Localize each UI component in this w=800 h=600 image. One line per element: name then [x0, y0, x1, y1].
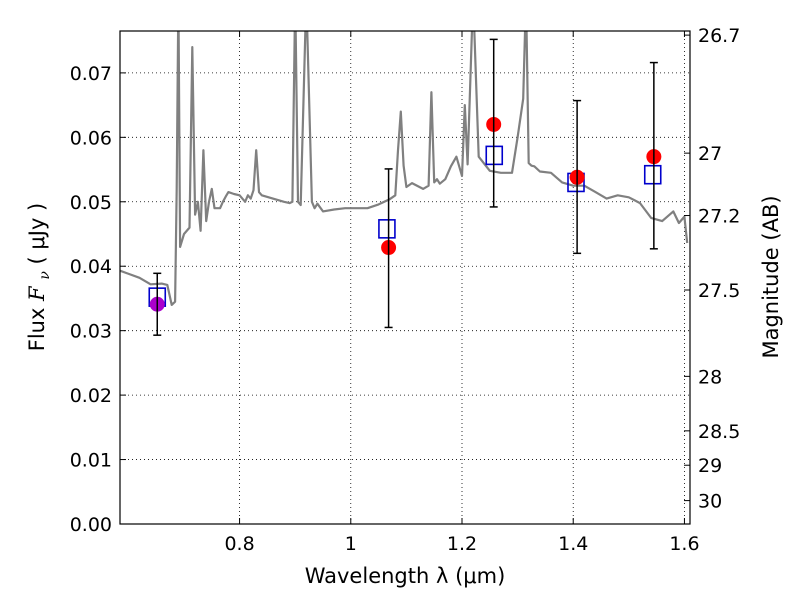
- plot-background: [120, 31, 690, 524]
- plot-frame: [119, 30, 691, 525]
- y2-tick-label: 27: [698, 143, 722, 165]
- y-tick-label: 0.01: [70, 450, 112, 472]
- y2-tick-label: 28: [698, 366, 722, 388]
- model-spectrum-line: [120, 31, 689, 306]
- x-tick-label: 1.4: [558, 533, 588, 555]
- y2-tick-label: 30: [698, 491, 722, 513]
- y-axis-label-flux: Flux: [25, 301, 49, 351]
- y2-tick-label: 28.5: [698, 421, 740, 443]
- y2-tick-label: 26.7: [698, 25, 740, 47]
- y-tick-label: 0.00: [70, 514, 112, 536]
- x-tick-label: 0.8: [224, 533, 254, 555]
- y2-tick-label: 27.2: [698, 206, 740, 228]
- y-axis-label-unit: ( μJy ): [25, 203, 49, 265]
- y-tick-label: 0.06: [70, 127, 112, 149]
- x-tick-label: 1.2: [447, 533, 477, 555]
- model-photometry-point: [643, 164, 662, 185]
- y-axis-label-sub: ν: [37, 271, 53, 280]
- x-tick-label: 1: [345, 533, 357, 555]
- y2-tick-label: 27.5: [698, 280, 740, 302]
- y-tick-label: 0.07: [70, 63, 112, 85]
- error-bars: [153, 38, 658, 336]
- y-tick-label: 0.05: [70, 192, 112, 214]
- y-axis-label-fnu: F: [25, 285, 49, 302]
- y-tick-label: 0.03: [70, 321, 112, 343]
- y-axis-label: Flux F ν ( μJy ): [25, 203, 54, 352]
- y2-axis-label: Magnitude (AB): [759, 195, 783, 358]
- x-axis-label: Wavelength λ (μm): [305, 564, 506, 588]
- y2-tick-label: 29: [698, 455, 722, 477]
- x-tick-label: 1.6: [669, 533, 699, 555]
- y-tick-label: 0.04: [70, 256, 112, 278]
- axes-ticks: 0.8 1 1.2 1.4 1.6 0.00 0.01 0.02 0.03 0.04 0.05 0.0…: [70, 25, 741, 555]
- y-tick-label: 0.02: [70, 385, 112, 407]
- model-photometry-point: [378, 219, 396, 239]
